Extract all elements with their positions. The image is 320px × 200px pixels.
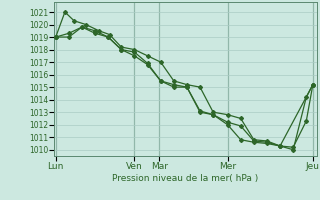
X-axis label: Pression niveau de la mer( hPa ): Pression niveau de la mer( hPa ) [112, 174, 259, 183]
